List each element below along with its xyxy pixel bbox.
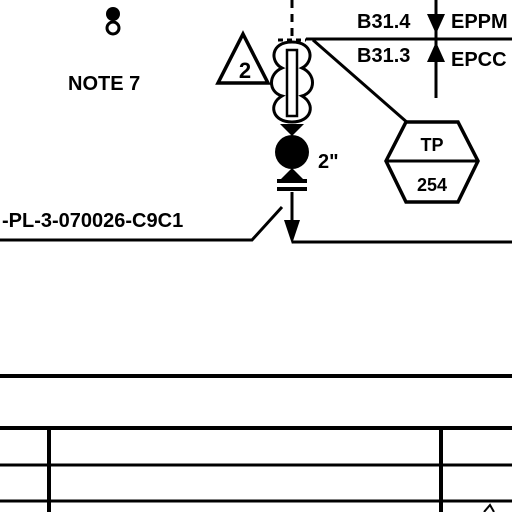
spec-arrow-up-icon bbox=[427, 42, 445, 62]
spec-top-code: B31.4 bbox=[357, 11, 411, 33]
tag-number: 254 bbox=[417, 175, 447, 195]
spec-bottom-code: B31.3 bbox=[357, 45, 410, 67]
revision-number: 2 bbox=[239, 58, 251, 83]
small-instrument-symbol bbox=[105, 7, 121, 36]
tag-leader-line bbox=[312, 38, 410, 126]
spec-arrow-down-icon bbox=[427, 14, 445, 34]
spec-bottom-material: EPCC bbox=[451, 49, 507, 71]
note-label: NOTE 7 bbox=[68, 73, 140, 95]
relief-device-symbol bbox=[270, 40, 314, 124]
title-block bbox=[0, 374, 512, 512]
spec-top-material: EPPM bbox=[451, 11, 508, 33]
ball-valve-symbol bbox=[275, 124, 309, 180]
line-number-label: -PL-3-070026-C9C1 bbox=[2, 210, 183, 232]
valve-size-label: 2" bbox=[318, 151, 339, 173]
tag-type: TP bbox=[420, 135, 443, 155]
tp-tag: TP 254 bbox=[384, 120, 480, 204]
flow-arrow-down-icon bbox=[284, 220, 300, 244]
revision-triangle: 2 bbox=[215, 30, 271, 85]
process-line-left bbox=[0, 205, 284, 242]
